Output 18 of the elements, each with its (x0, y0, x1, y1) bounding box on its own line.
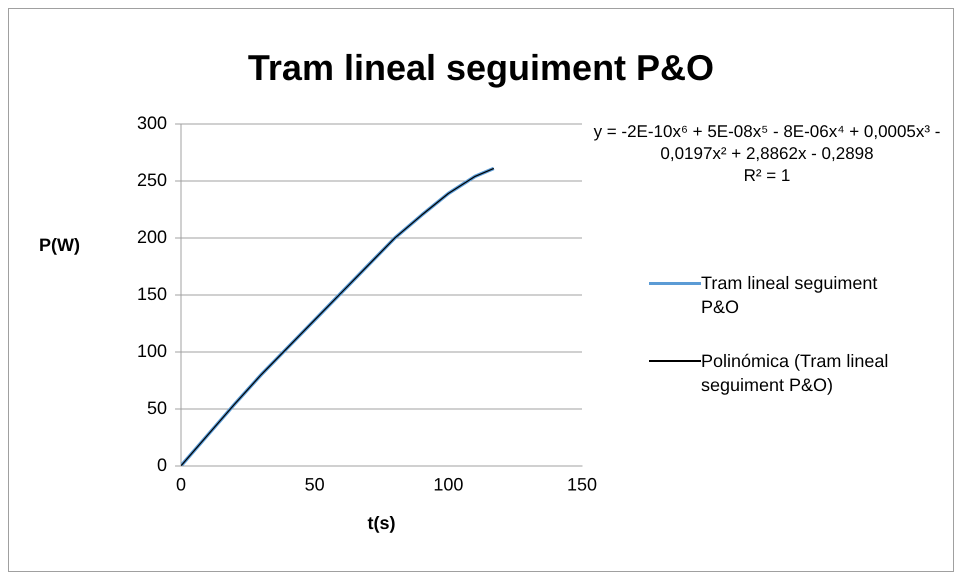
text: y = -2E-10x⁶ + 5E-08x⁵ - 8E-06x⁴ + 0,0005x³ - 0,0197x² + 2,8862x - 0,2898 (592, 121, 942, 165)
y-tick-label: 200 (136, 226, 168, 247)
x-axis-title: t(s) (368, 513, 396, 534)
x-tick-label: 100 (433, 474, 464, 495)
chart-title: Tram lineal seguiment P&O (246, 47, 716, 89)
y-tick-label: 0 (157, 454, 168, 475)
text: R² = 1 (742, 165, 792, 187)
y-tick-label: 250 (136, 170, 168, 190)
legend-label: Polinómica (Tram lineal seguiment P&O) (701, 350, 890, 397)
y-tick-label: 300 (136, 112, 168, 133)
x-tick-label: 150 (566, 474, 598, 495)
y-tick-label: 50 (147, 398, 168, 418)
x-tick-label: 50 (304, 474, 325, 495)
y-tick-label: 100 (136, 340, 168, 361)
y-axis-title: P(W) (39, 235, 80, 256)
legend-label: Tram lineal seguiment P&O (701, 272, 878, 319)
y-tick-label: 150 (136, 284, 168, 304)
x-tick-label: 0 (176, 474, 186, 495)
